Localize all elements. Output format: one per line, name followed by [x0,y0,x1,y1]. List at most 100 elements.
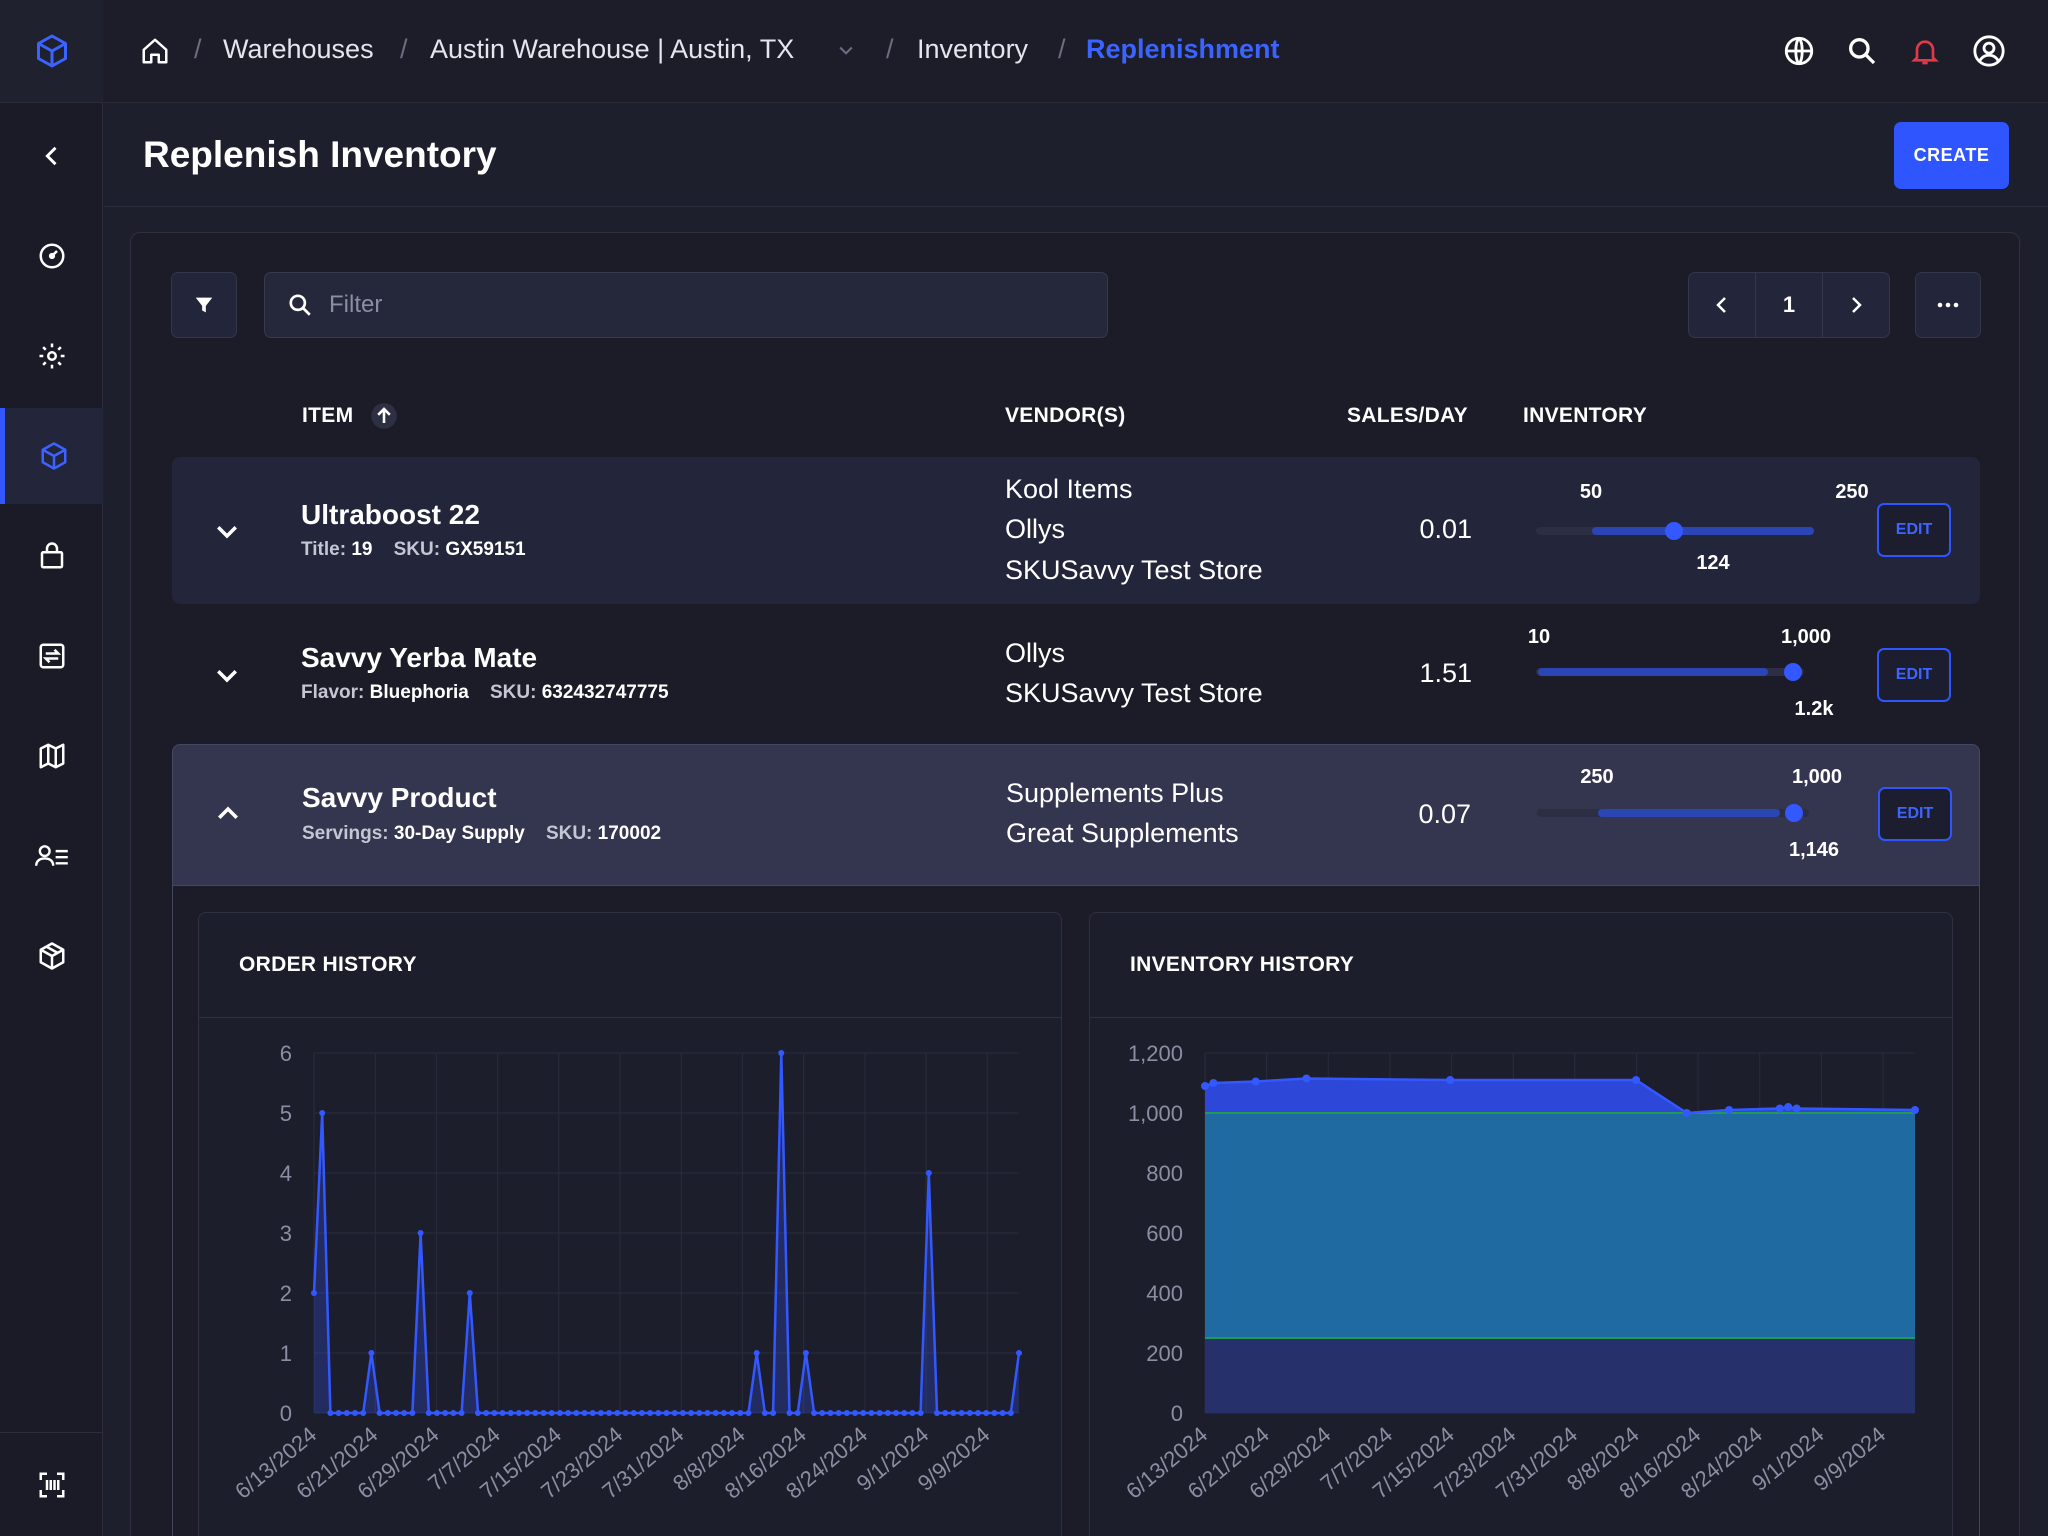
y-tick-label: 200 [1146,1341,1183,1366]
transfer-icon[interactable] [0,608,103,704]
data-point [1682,1109,1691,1117]
data-point [548,1410,555,1416]
y-tick-label: 1,000 [1128,1101,1183,1126]
settings-gear-icon[interactable] [0,308,103,404]
data-point [515,1410,522,1416]
package-icon[interactable] [0,908,103,1004]
data-point [647,1410,654,1416]
item-meta: Title: 19 SKU: GX59151 [301,539,526,560]
data-point [1784,1103,1793,1111]
sort-ascending-icon[interactable] [370,402,398,435]
home-icon[interactable] [136,32,174,70]
chevron-up-icon[interactable] [213,799,243,829]
page-title: Replenish Inventory [143,134,497,175]
current-page: 1 [1755,272,1823,338]
inventory-slider[interactable] [1537,804,1809,822]
slider-max-label: 250 [1835,481,1869,503]
data-point [540,1410,547,1416]
item-meta: Servings: 30-Day Supply SKU: 170002 [302,823,662,844]
data-point [991,1410,998,1416]
breadcrumb-warehouse-select[interactable]: Austin Warehouse | Austin, TX [430,34,795,64]
column-header-inventory: INVENTORY [1523,404,1648,427]
dashboard-gauge-icon[interactable] [0,208,103,304]
y-tick-label: 0 [280,1401,292,1426]
notification-bell-icon[interactable] [1906,32,1944,70]
data-point [573,1410,580,1416]
cube-logo-icon[interactable] [0,0,103,103]
prev-page-button[interactable] [1688,272,1756,338]
slider-thumb[interactable] [1665,522,1683,540]
data-point [794,1410,801,1416]
create-button[interactable]: CREATE [1894,122,2009,189]
data-point [638,1410,645,1416]
data-point [319,1110,326,1116]
chevron-down-icon[interactable] [212,660,242,690]
next-page-button[interactable] [1822,272,1890,338]
data-point [376,1410,383,1416]
data-point [778,1050,785,1056]
map-icon[interactable] [0,708,103,804]
data-point [761,1410,768,1416]
data-point [917,1410,924,1416]
data-point [483,1410,490,1416]
data-point [491,1410,498,1416]
page-header: Replenish Inventory CREATE [104,104,2048,207]
data-point [688,1410,695,1416]
edit-button[interactable]: EDIT [1877,503,1951,557]
globe-icon[interactable] [1780,32,1818,70]
slider-thumb[interactable] [1784,663,1802,681]
user-account-icon[interactable] [1970,32,2008,70]
data-point [433,1410,440,1416]
data-point [696,1410,703,1416]
column-header-item[interactable]: ITEM [302,404,354,427]
vendor-name: Supplements Plus [1006,778,1224,808]
item-name: Savvy Yerba Mate [301,642,538,673]
breadcrumb-separator: / [886,34,894,64]
search-icon[interactable] [1843,32,1881,70]
vendor-name: Ollys [1005,514,1065,544]
data-point [1446,1076,1455,1084]
vendor-name: Kool Items [1005,474,1133,504]
data-point [909,1410,916,1416]
data-point [360,1410,367,1416]
shopping-bag-icon[interactable] [0,508,103,604]
breadcrumb-inventory[interactable]: Inventory [917,34,1029,64]
data-point [704,1410,711,1416]
slider-min-label: 50 [1579,481,1603,503]
slider-thumb[interactable] [1785,804,1803,822]
inventory-history-chart: 02004006008001,0001,2006/13/20246/21/202… [1121,1041,1919,1504]
data-point [679,1410,686,1416]
data-point [950,1410,957,1416]
filter-funnel-button[interactable] [171,272,237,338]
collapse-chevron-icon[interactable] [0,108,103,204]
inventory-cube-icon[interactable] [0,408,103,504]
edit-button[interactable]: EDIT [1878,787,1952,841]
data-point [966,1410,973,1416]
y-tick-label: 2 [280,1281,292,1306]
inventory-slider[interactable] [1536,522,1814,540]
data-point [819,1410,826,1416]
chevron-down-icon[interactable] [212,516,242,546]
data-point [597,1410,604,1416]
data-point [392,1410,399,1416]
more-options-button[interactable] [1915,272,1981,338]
barcode-scan-icon[interactable] [0,1432,103,1536]
contacts-list-icon[interactable] [0,808,103,904]
slider-max-label: 1,000 [1791,766,1843,788]
filter-input[interactable] [329,273,1089,337]
y-tick-label: 6 [280,1041,292,1066]
edit-button[interactable]: EDIT [1877,648,1951,702]
vendor-name: Great Supplements [1006,818,1239,848]
breadcrumb-warehouses[interactable]: Warehouses [223,34,374,64]
breadcrumb-separator: / [194,34,202,64]
data-point [425,1410,432,1416]
vendor-name: SKUSavvy Test Store [1005,555,1263,585]
data-point [1251,1077,1260,1086]
chevron-down-icon[interactable] [836,40,856,65]
data-point [327,1410,334,1416]
inventory-slider[interactable] [1536,663,1804,681]
y-tick-label: 400 [1146,1281,1183,1306]
data-point [524,1410,531,1416]
data-point [770,1410,777,1416]
sidebar [0,0,103,1536]
